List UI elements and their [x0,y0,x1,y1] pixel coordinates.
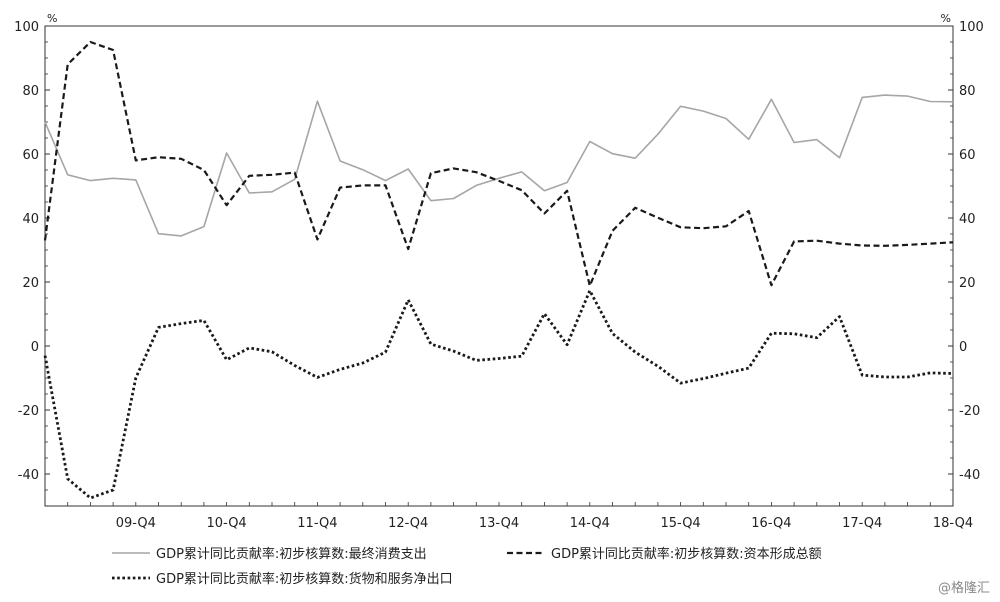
legend: GDP累计同比贡献率:初步核算数:最终消费支出 GDP累计同比贡献率:初步核算数:… [112,546,822,587]
x-tick-label: 18-Q4 [933,516,973,531]
right-y-tick-label: 80 [959,84,976,99]
legend-label-2: GDP累计同比贡献率:初步核算数:资本形成总额 [551,546,822,562]
right-y-tick-label: 0 [959,340,967,355]
x-axis: 09-Q4 10-Q4 11-Q4 12-Q4 13-Q4 14-Q4 15-Q4 16-Q4… [44,502,973,531]
series-layer [43,40,954,500]
x-tick-label: 15-Q4 [660,516,700,531]
right-y-tick-label: 20 [959,276,976,291]
left-y-tick-label: 0 [31,340,39,355]
x-tick-label: 09-Q4 [116,516,156,531]
x-tick-label: 12-Q4 [388,516,428,531]
right-y-tick-label: 100 [959,20,984,35]
left-y-tick-label: 100 [14,20,39,35]
x-tick-label: 17-Q4 [842,516,882,531]
right-y-axis: 100 80 60 40 20 0 -20 -40% [941,12,984,507]
x-tick-label: 16-Q4 [751,516,791,531]
left-y-tick-label: -20 [18,404,39,419]
left-y-tick-label: 20 [22,276,39,291]
left-y-axis: 100 80 60 40 20 0 -20 -40% [14,12,57,507]
x-tick-label: 13-Q4 [479,516,519,531]
series-line-1 [44,94,954,237]
right-y-tick-label: 40 [959,212,976,227]
x-tick-label: 14-Q4 [570,516,610,531]
left-y-tick-label: 60 [22,148,39,163]
series-line-2 [43,40,954,287]
right-y-tick-label: -40 [959,468,980,483]
x-tick-label: 11-Q4 [297,516,337,531]
legend-label-1: GDP累计同比贡献率:初步核算数:最终消费支出 [156,546,427,562]
left-y-tick-label: -40 [18,468,39,483]
watermark-text: @格隆汇 [938,580,990,596]
series-line-3 [43,289,954,500]
legend-label-3: GDP累计同比贡献率:初步核算数:货物和服务净出口 [156,571,453,587]
left-y-unit: % [47,12,57,25]
plot-frame [44,25,954,507]
x-tick-label: 10-Q4 [206,516,246,531]
right-y-tick-label: 60 [959,148,976,163]
plot-border [44,25,954,507]
left-y-tick-label: 40 [22,212,39,227]
left-y-tick-label: 80 [22,84,39,99]
right-y-tick-label: -20 [959,404,980,419]
right-y-unit: % [941,12,951,25]
